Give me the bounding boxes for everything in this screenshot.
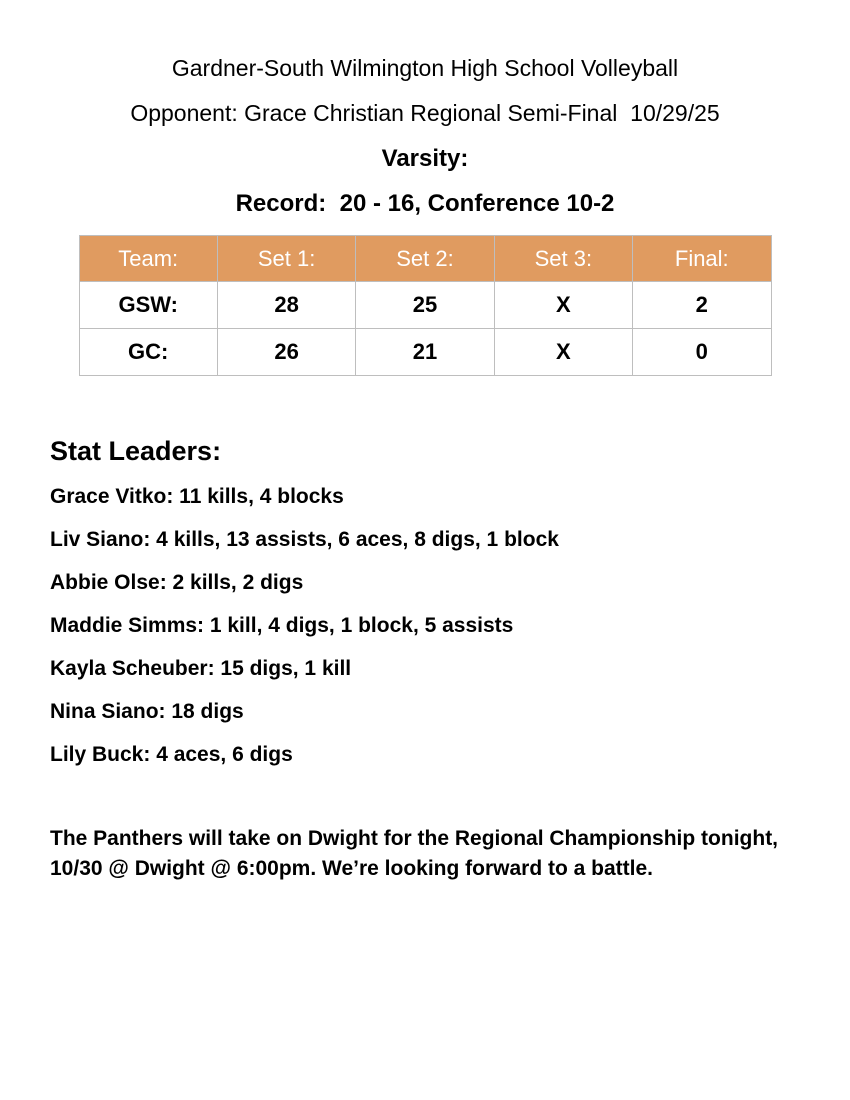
document-header: Gardner-South Wilmington High School Vol… — [0, 0, 850, 226]
score-table-header-row: Team: Set 1: Set 2: Set 3: Final: — [78, 235, 772, 282]
stat-leaders-list: Grace Vitko: 11 kills, 4 blocks Liv Sian… — [50, 475, 800, 776]
stat-line-abbie-olse: Abbie Olse: 2 kills, 2 digs — [50, 571, 304, 594]
score-table: Team: Set 1: Set 2: Set 3: Final: GSW: 2… — [78, 235, 772, 376]
column-header-team: Team: — [78, 235, 218, 282]
score-cell: 26 — [216, 328, 357, 376]
team-cell: GSW: — [78, 281, 218, 329]
column-header-final: Final: — [632, 235, 772, 282]
score-cell: 25 — [355, 281, 495, 329]
table-row-gsw: GSW: 28 25 X 2 — [78, 281, 772, 329]
opponent-line: Opponent: Grace Christian Regional Semi-… — [130, 100, 720, 126]
stat-line-maddie-simms: Maddie Simms: 1 kill, 4 digs, 1 block, 5… — [50, 614, 514, 637]
score-cell: 2 — [632, 281, 772, 329]
score-cell: X — [493, 281, 634, 329]
closing-note: The Panthers will take on Dwight for the… — [50, 824, 800, 884]
stat-line-liv-siano: Liv Siano: 4 kills, 13 assists, 6 aces, … — [50, 528, 559, 551]
column-header-set2: Set 2: — [355, 235, 495, 282]
closing-note-line2: 10/30 @ Dwight @ 6:00pm. We’re looking f… — [50, 857, 654, 880]
column-header-set1: Set 1: — [216, 235, 357, 282]
stat-line-kayla-scheuber: Kayla Scheuber: 15 digs, 1 kill — [50, 657, 352, 680]
page-title: Gardner-South Wilmington High School Vol… — [171, 55, 679, 81]
score-cell: 0 — [632, 328, 772, 376]
stat-line-grace-vitko: Grace Vitko: 11 kills, 4 blocks — [50, 485, 344, 508]
closing-note-line1: The Panthers will take on Dwight for the… — [50, 827, 779, 850]
column-header-set3: Set 3: — [493, 235, 634, 282]
score-cell: 28 — [216, 281, 357, 329]
score-cell: 21 — [355, 328, 495, 376]
stat-line-lily-buck: Lily Buck: 4 aces, 6 digs — [50, 743, 293, 766]
stat-line-nina-siano: Nina Siano: 18 digs — [50, 700, 244, 723]
score-cell: X — [493, 328, 634, 376]
stat-leaders-section: Stat Leaders: Grace Vitko: 11 kills, 4 b… — [50, 433, 800, 776]
stat-leaders-heading: Stat Leaders: — [50, 436, 222, 466]
table-row-gc: GC: 26 21 X 0 — [78, 328, 772, 376]
level-line: Varsity: — [381, 145, 469, 172]
team-cell: GC: — [78, 328, 218, 376]
record-line: Record: 20 - 16, Conference 10-2 — [235, 190, 615, 217]
